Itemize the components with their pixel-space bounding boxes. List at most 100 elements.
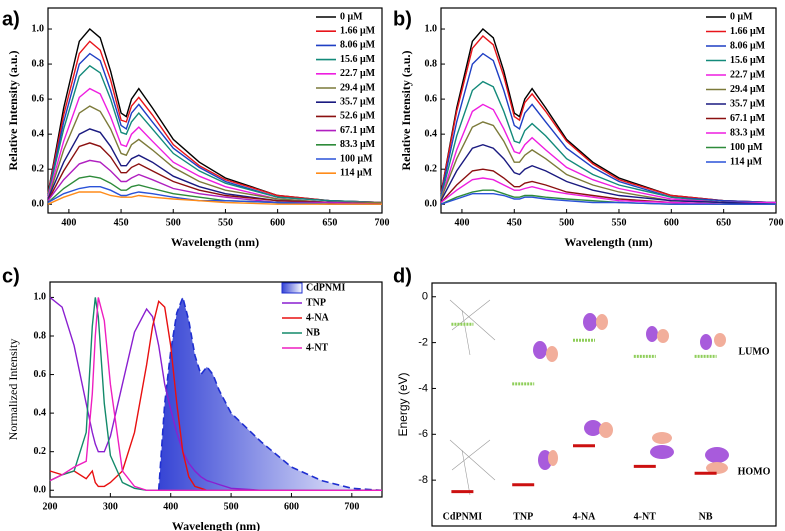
legend-label: 100 μM xyxy=(730,142,763,153)
panel-label: a) xyxy=(2,8,20,30)
x-tick-label: 450 xyxy=(114,217,129,228)
y-tick-label: 0 xyxy=(422,291,428,303)
x-tick-label: 600 xyxy=(664,217,679,228)
x-tick-label: 650 xyxy=(716,217,731,228)
x-tick-label: 200 xyxy=(43,501,58,512)
y-axis-label: Relative Intensity (a.u.) xyxy=(6,51,20,171)
x-tick-label: 4-NT xyxy=(634,511,657,522)
line xyxy=(47,105,382,204)
y-tick-label: 0.2 xyxy=(32,163,45,174)
panel-label: d) xyxy=(393,265,412,287)
x-tick-label: 400 xyxy=(454,217,469,228)
panel-label: c) xyxy=(2,265,20,287)
plot-frame xyxy=(49,281,383,498)
line xyxy=(47,28,383,204)
line xyxy=(440,35,777,204)
plot-frame xyxy=(440,7,777,214)
legend-label: 8.06 μM xyxy=(340,40,376,51)
y-axis-label: Energy (eV) xyxy=(396,372,410,436)
legend-label: 8.06 μM xyxy=(730,40,766,51)
y-tick-label: 0.8 xyxy=(32,58,45,69)
y-tick-label: -6 xyxy=(418,428,428,440)
line xyxy=(47,142,383,205)
x-tick-label: 550 xyxy=(218,217,233,228)
line xyxy=(440,52,777,204)
x-tick-label: 700 xyxy=(769,217,784,228)
y-tick-label: -2 xyxy=(418,337,428,349)
y-tick-label: 0.0 xyxy=(425,199,438,210)
x-tick-label: 550 xyxy=(611,217,626,228)
legend-label: NB xyxy=(306,327,320,338)
x-tick-label: 650 xyxy=(322,217,337,228)
x-tick-label: TNP xyxy=(513,511,533,522)
legend-label: 29.4 μM xyxy=(340,82,376,93)
plot-frame xyxy=(47,7,383,214)
y-tick-label: 0.8 xyxy=(34,330,47,341)
y-tick-label: 0.8 xyxy=(425,58,438,69)
line xyxy=(47,159,383,205)
x-axis-label: Wavelength (nm) xyxy=(172,519,260,531)
x-tick-label: 400 xyxy=(163,501,178,512)
x-tick-label: 700 xyxy=(375,217,390,228)
line xyxy=(47,64,383,204)
x-tick-label: 500 xyxy=(166,217,181,228)
y-tick-label: -4 xyxy=(418,382,428,394)
legend-label: 1.66 μM xyxy=(730,26,766,37)
y-tick-label: 0.2 xyxy=(425,163,438,174)
y-tick-label: 0.0 xyxy=(32,199,45,210)
legend-label: 83.3 μM xyxy=(730,127,766,138)
legend-label: 35.7 μM xyxy=(730,98,766,109)
area xyxy=(158,297,382,491)
legend-label: 83.3 μM xyxy=(340,139,376,150)
line xyxy=(47,40,383,204)
line xyxy=(47,52,383,204)
line xyxy=(440,28,777,204)
y-tick-label: 0.4 xyxy=(425,128,438,139)
legend-label: TNP xyxy=(306,297,326,308)
y-tick-label: 0.4 xyxy=(34,407,47,418)
line xyxy=(49,296,382,491)
level-label: LUMO xyxy=(738,347,769,358)
legend-label: 0 μM xyxy=(340,11,363,22)
y-tick-label: 0.6 xyxy=(34,369,47,380)
line xyxy=(47,87,382,204)
legend-label: CdPNMI xyxy=(306,282,346,293)
x-tick-label: 600 xyxy=(270,217,285,228)
y-tick-label: 0.6 xyxy=(425,93,438,104)
x-tick-label: 400 xyxy=(61,217,76,228)
x-tick-label: 500 xyxy=(559,217,574,228)
legend-label: 15.6 μM xyxy=(730,55,766,66)
line xyxy=(440,177,776,205)
panel-label: b) xyxy=(393,8,412,30)
legend-label: 114 μM xyxy=(730,156,763,167)
legend-swatch xyxy=(281,282,303,294)
line xyxy=(440,103,776,204)
x-tick-label: 450 xyxy=(507,217,522,228)
y-tick-label: 0.0 xyxy=(34,485,47,496)
x-tick-label: 700 xyxy=(344,501,359,512)
level-label: HOMO xyxy=(738,467,771,478)
line xyxy=(157,294,383,492)
legend-label: 22.7 μM xyxy=(340,68,376,79)
line xyxy=(440,143,777,205)
x-tick-label: CdPNMI xyxy=(443,511,483,522)
y-tick-label: 0.2 xyxy=(34,446,47,457)
legend-label: 67.1 μM xyxy=(340,125,376,136)
y-tick-label: 1.0 xyxy=(34,292,47,303)
line xyxy=(440,193,776,205)
x-axis-label: Wavelength (nm) xyxy=(171,235,259,249)
y-tick-label: -8 xyxy=(418,474,428,486)
legend-label: 114 μM xyxy=(340,167,373,178)
legend-label: 15.6 μM xyxy=(340,54,376,65)
legend-label: 52.6 μM xyxy=(340,111,376,122)
legend-label: 22.7 μM xyxy=(730,69,766,80)
legend-label: 100 μM xyxy=(340,153,373,164)
x-tick-label: 500 xyxy=(224,501,239,512)
legend-label: 29.4 μM xyxy=(730,84,766,95)
line xyxy=(440,121,777,205)
legend-label: 4-NA xyxy=(306,312,330,323)
line xyxy=(47,186,382,205)
legend-label: 4-NT xyxy=(306,342,329,353)
line xyxy=(440,168,776,205)
